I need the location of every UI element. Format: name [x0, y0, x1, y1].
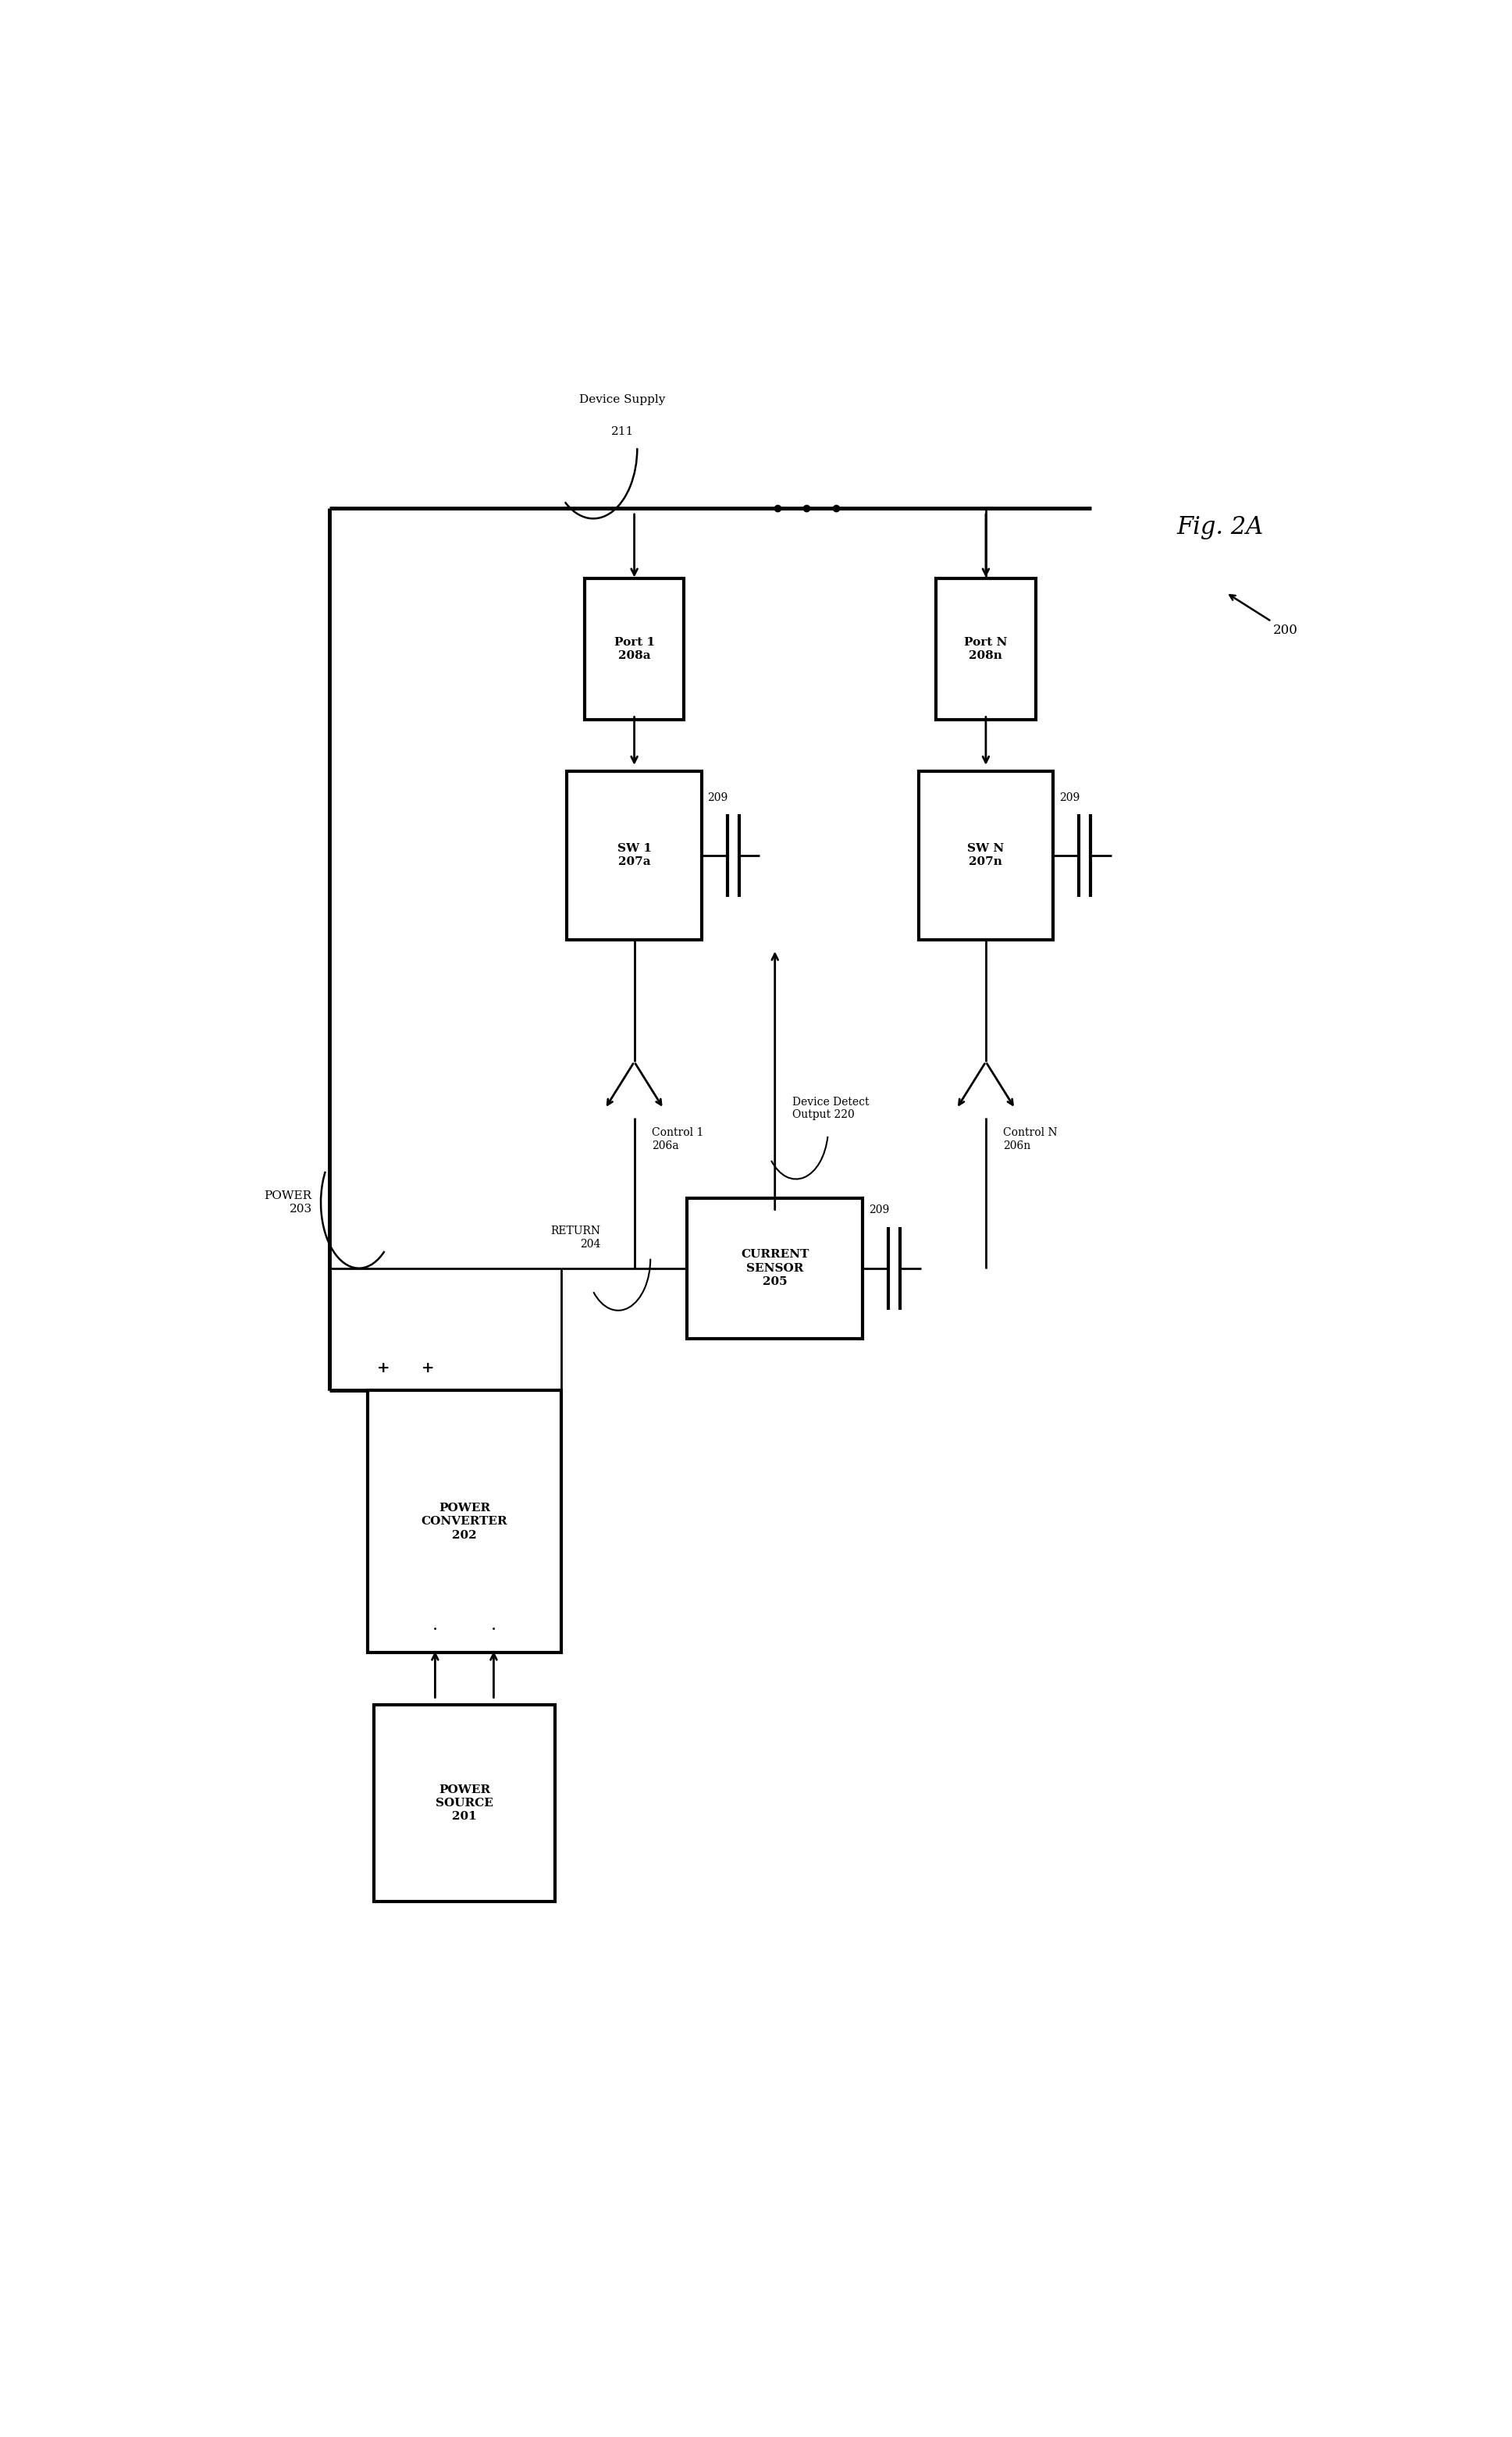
Bar — [373, 1703, 555, 1901]
Text: POWER
SOURCE
201: POWER SOURCE 201 — [435, 1784, 493, 1823]
Text: CURRENT
SENSOR
205: CURRENT SENSOR 205 — [741, 1250, 809, 1287]
Bar — [367, 1389, 561, 1652]
Text: RETURN
204: RETURN 204 — [550, 1226, 600, 1250]
Text: 200: 200 — [1229, 595, 1297, 636]
Bar — [686, 1199, 863, 1338]
Text: Port 1
208a: Port 1 208a — [614, 636, 655, 660]
Text: SW 1
207a: SW 1 207a — [617, 843, 652, 868]
Text: Fig. 2A: Fig. 2A — [1176, 514, 1264, 539]
Text: 211: 211 — [611, 426, 634, 436]
Text: +: + — [376, 1362, 390, 1374]
Bar — [936, 578, 1036, 719]
Text: SW N
207n: SW N 207n — [968, 843, 1004, 868]
Text: Port N
208n: Port N 208n — [965, 636, 1007, 660]
Bar — [918, 770, 1054, 941]
Bar — [567, 770, 702, 941]
Text: Control 1
206a: Control 1 206a — [652, 1128, 703, 1150]
Text: POWER
203: POWER 203 — [265, 1192, 311, 1214]
Text: .: . — [491, 1618, 496, 1635]
Text: Device Supply: Device Supply — [579, 395, 665, 405]
Text: .: . — [432, 1618, 438, 1635]
Text: 209: 209 — [868, 1204, 889, 1216]
Text: 209: 209 — [1058, 792, 1080, 802]
Text: POWER
CONVERTER
202: POWER CONVERTER 202 — [422, 1504, 508, 1540]
Text: +: + — [422, 1362, 434, 1374]
Text: 209: 209 — [708, 792, 727, 802]
Text: Control N
206n: Control N 206n — [1004, 1128, 1058, 1150]
Text: Device Detect
Output 220: Device Detect Output 220 — [792, 1097, 869, 1121]
Bar — [585, 578, 683, 719]
